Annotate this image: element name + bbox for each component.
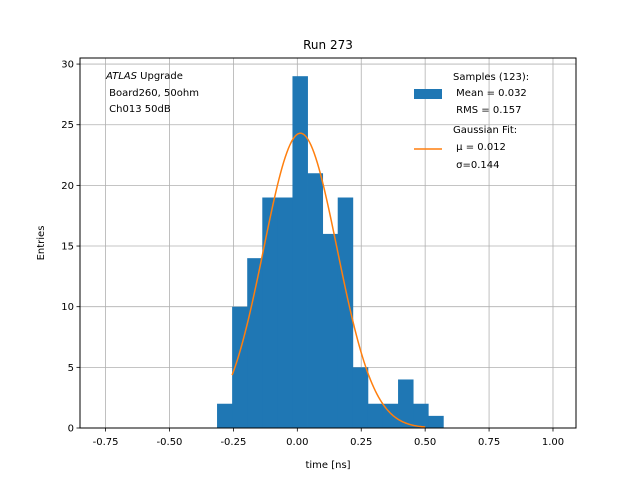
- x-tick-label: 0.50: [414, 437, 436, 448]
- legend-samples-line-2: Mean = 0.032: [453, 88, 527, 99]
- gaussian-fit-curve: [231, 132, 426, 428]
- histogram-bar: [367, 403, 384, 428]
- y-tick-label: 25: [61, 120, 74, 131]
- legend-fit-line-1: Gaussian Fit:: [453, 125, 517, 136]
- histogram-bar: [398, 379, 414, 428]
- histogram-bar: [428, 415, 444, 428]
- y-axis-ticks: 0 5 10 15 20 25 30: [61, 60, 80, 435]
- x-tick-label: 0.00: [286, 437, 308, 448]
- x-tick-label: 0.75: [478, 437, 500, 448]
- histogram-bar: [277, 197, 293, 428]
- chart-title: Run 273: [303, 38, 353, 52]
- legend-fit-line-2: μ = 0.012: [453, 142, 506, 153]
- y-tick-label: 5: [68, 363, 74, 374]
- y-axis-label: Entries: [36, 226, 47, 261]
- annotation-upgrade: Upgrade: [137, 71, 183, 82]
- y-tick-label: 0: [68, 424, 74, 435]
- y-tick-label: 30: [61, 60, 74, 71]
- y-tick-label: 10: [61, 302, 74, 313]
- histogram-bar: [262, 197, 278, 428]
- x-axis-ticks: -0.75 -0.50 -0.25 0.00 0.25 0.50 0.75 1.00: [93, 428, 564, 448]
- annotation-line-3: Ch013 50dB: [106, 104, 171, 115]
- annotation-line-2: Board260, 50ohm: [106, 88, 199, 99]
- annotation-line-1: ATLAS Upgrade: [105, 71, 183, 82]
- legend-swatch-samples: [414, 89, 442, 99]
- histogram-bar: [217, 403, 233, 428]
- x-tick-label: -0.50: [157, 437, 183, 448]
- x-tick-label: 1.00: [542, 437, 564, 448]
- histogram-bar: [322, 233, 339, 428]
- histogram-bar: [413, 403, 429, 428]
- histogram-bar: [307, 173, 324, 428]
- x-tick-label: -0.25: [220, 437, 246, 448]
- histogram-bar: [247, 258, 263, 428]
- legend-samples-line-3: RMS = 0.157: [453, 105, 521, 116]
- legend: Samples (123): Mean = 0.032 RMS = 0.157 …: [414, 72, 529, 171]
- x-axis-label: time [ns]: [305, 460, 350, 471]
- x-tick-label: -0.75: [93, 437, 119, 448]
- y-tick-label: 15: [61, 242, 74, 253]
- histogram-bar: [352, 367, 369, 428]
- grid-lines: [80, 58, 576, 429]
- histogram-bar: [292, 76, 308, 429]
- atlas-annotation: ATLAS Upgrade Board260, 50ohm Ch013 50dB: [105, 71, 199, 115]
- plot-frame: [79, 57, 577, 429]
- y-tick-label: 20: [61, 181, 74, 192]
- legend-fit-line-3: σ=0.144: [453, 160, 500, 171]
- x-tick-label: 0.25: [350, 437, 372, 448]
- histogram-bars: [217, 76, 444, 429]
- legend-samples-line-1: Samples (123):: [453, 72, 529, 83]
- histogram-bar: [337, 197, 354, 428]
- annotation-atlas: ATLAS: [105, 71, 138, 82]
- gaussian-fit: [231, 132, 426, 428]
